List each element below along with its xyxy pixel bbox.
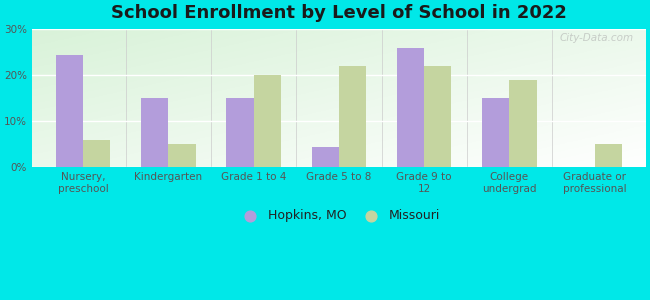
- Bar: [397, 48, 424, 167]
- Bar: [311, 146, 339, 167]
- Bar: [254, 75, 281, 167]
- Bar: [83, 140, 111, 167]
- Title: School Enrollment by Level of School in 2022: School Enrollment by Level of School in …: [111, 4, 567, 22]
- Bar: [595, 144, 622, 167]
- Text: City-Data.com: City-Data.com: [560, 33, 634, 43]
- Bar: [510, 80, 537, 167]
- Bar: [56, 55, 83, 167]
- Legend: Hopkins, MO, Missouri: Hopkins, MO, Missouri: [233, 204, 445, 227]
- Bar: [141, 98, 168, 167]
- Bar: [168, 144, 196, 167]
- Bar: [339, 66, 366, 167]
- Bar: [424, 66, 452, 167]
- Bar: [226, 98, 254, 167]
- Bar: [482, 98, 510, 167]
